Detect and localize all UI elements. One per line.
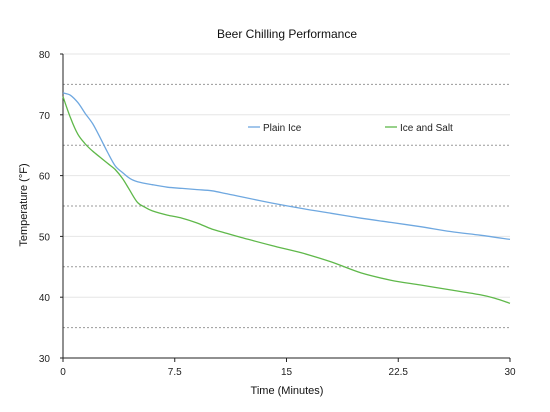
series-line-ice-and-salt: [62, 96, 511, 304]
y-axis-label: Temperature (°F): [18, 163, 30, 246]
x-tick-label: 0: [60, 367, 66, 378]
grid-layer: [63, 53, 510, 329]
x-tick-label: 7.5: [168, 367, 182, 378]
y-tick-label: 80: [39, 50, 51, 61]
series-layer: [62, 92, 511, 304]
legend: Plain Ice Ice and Salt: [248, 123, 453, 134]
series-line-plain-ice: [62, 92, 511, 241]
x-axis-label: Time (Minutes): [251, 385, 324, 397]
axis-layer: 30 40 50 60 70 80 0 7.5 15 22.5 30: [39, 50, 516, 378]
y-tick-label: 70: [39, 111, 51, 122]
legend-label-plain-ice: Plain Ice: [263, 123, 302, 134]
y-tick-label: 60: [39, 172, 51, 183]
x-tick-label: 30: [504, 367, 516, 378]
legend-label-ice-and-salt: Ice and Salt: [400, 123, 453, 134]
y-tick-label: 40: [39, 293, 51, 304]
x-tick-label: 15: [281, 367, 293, 378]
chart-title: Beer Chilling Performance: [217, 27, 357, 41]
y-tick-label: 50: [39, 232, 51, 243]
y-tick-label: 30: [39, 354, 51, 365]
x-tick-label: 22.5: [389, 367, 409, 378]
